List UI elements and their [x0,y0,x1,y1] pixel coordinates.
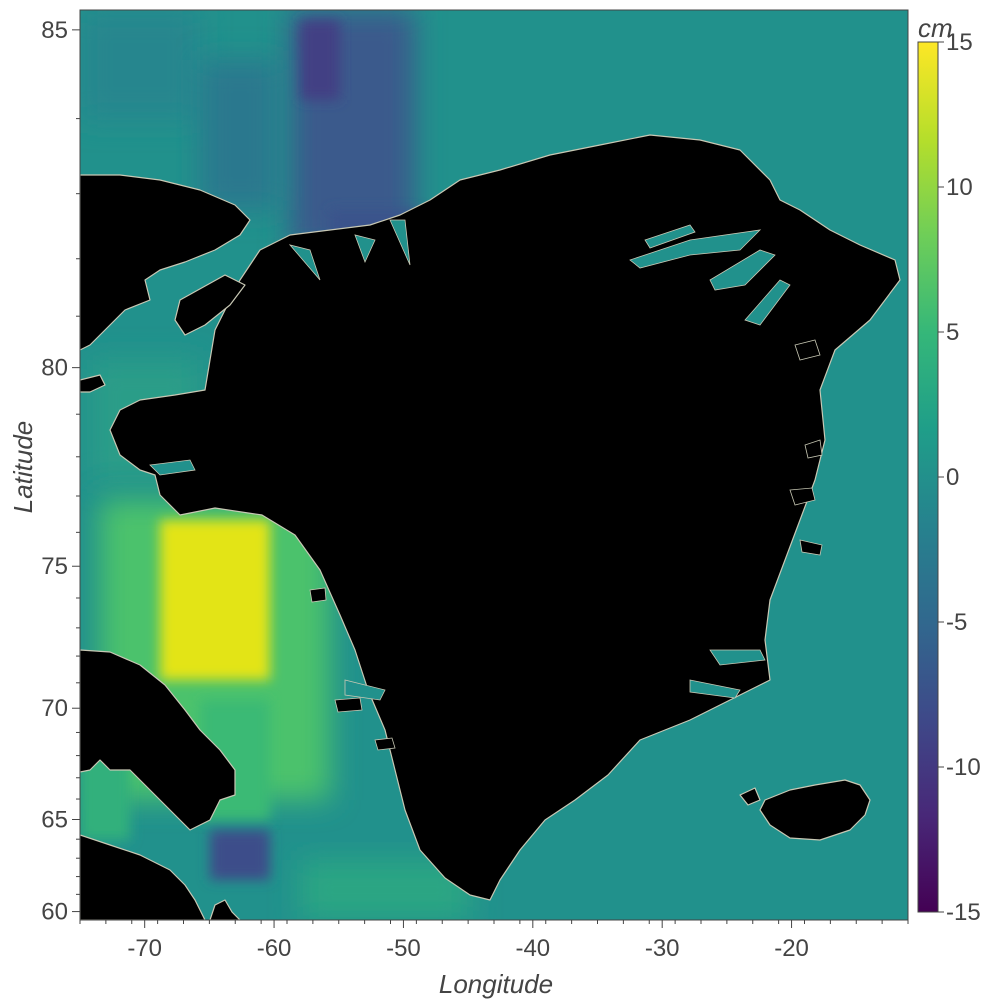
y-tick-label: 85 [41,17,68,44]
labrador-coast [80,834,206,920]
map-plot-area [80,10,908,920]
colorbar-tick-label: -10 [946,754,981,781]
nares-fjord [354,234,376,264]
northeast-fjord [629,229,762,269]
labrador-tip [209,899,241,920]
east-island-2 [804,439,823,459]
colorbar-gradient [917,41,939,913]
y-tick-label: 70 [41,695,68,722]
x-tick-label: -30 [645,935,680,962]
y-axis-minor-ticks [76,118,80,895]
devon-island-fragment [80,374,106,393]
ellesmere-island [80,174,251,351]
west-island-2 [374,737,396,751]
northeast-fjord-2 [709,249,776,291]
colorbar: cm 15 10 5 0 -5 -10 -15 [917,13,981,926]
x-tick-label: -20 [774,935,809,962]
west-fjord [149,459,196,476]
disko-bay [344,679,386,701]
colorbar-tick-label: 15 [946,29,973,56]
east-fjord [709,649,766,666]
colorbar-tick-label: 10 [946,174,973,201]
east-island [794,339,821,361]
arctic-mid-anomaly [200,60,280,210]
east-island-3 [789,487,816,506]
y-tick-label: 65 [41,806,68,833]
x-axis: -70 -60 -50 -40 -30 -20 [127,920,809,962]
colorbar-tick-label: 5 [946,319,959,346]
land-masses [80,134,901,920]
y-axis-title: Latitude [8,421,38,514]
northeast-fjord-3 [744,279,791,326]
baffin-island [80,649,236,831]
y-tick-label: 80 [41,355,68,382]
x-tick-label: -40 [515,935,550,962]
x-tick-label: -60 [257,935,292,962]
colorbar-ticks: 15 10 5 0 -5 -10 -15 [938,29,981,926]
x-tick-label: -50 [386,935,421,962]
ellesmere-south-peninsula [174,274,246,336]
iceland [759,779,871,841]
svalbard-tip [739,787,761,806]
colorbar-tick-label: -5 [946,609,967,636]
colorbar-tick-label: -15 [946,899,981,926]
fjords [149,219,791,701]
north-fjord-2 [389,219,411,266]
y-tick-label: 60 [41,899,68,926]
baffin-strong-positive-anomaly [160,520,270,680]
x-axis-minor-ticks [79,920,909,924]
coastal-islands [309,339,823,751]
arctic-strong-negative-anomaly [300,20,340,100]
east-island-4 [799,539,823,556]
colorbar-unit: cm [918,13,953,43]
north-fjord-3 [288,244,321,281]
greenland-landmass [109,134,901,901]
arctic-west-anomaly [80,10,200,120]
labrador-negative-anomaly [210,830,270,880]
y-tick-label: 75 [41,553,68,580]
north-fjord [644,224,696,249]
x-tick-label: -70 [127,935,162,962]
y-axis: 85 80 75 70 65 60 [41,17,80,926]
colorbar-tick-label: 0 [946,464,959,491]
scoresby-sound [689,679,741,699]
west-island-3 [309,587,327,603]
x-axis-title: Longitude [439,969,553,999]
west-island [334,697,363,713]
